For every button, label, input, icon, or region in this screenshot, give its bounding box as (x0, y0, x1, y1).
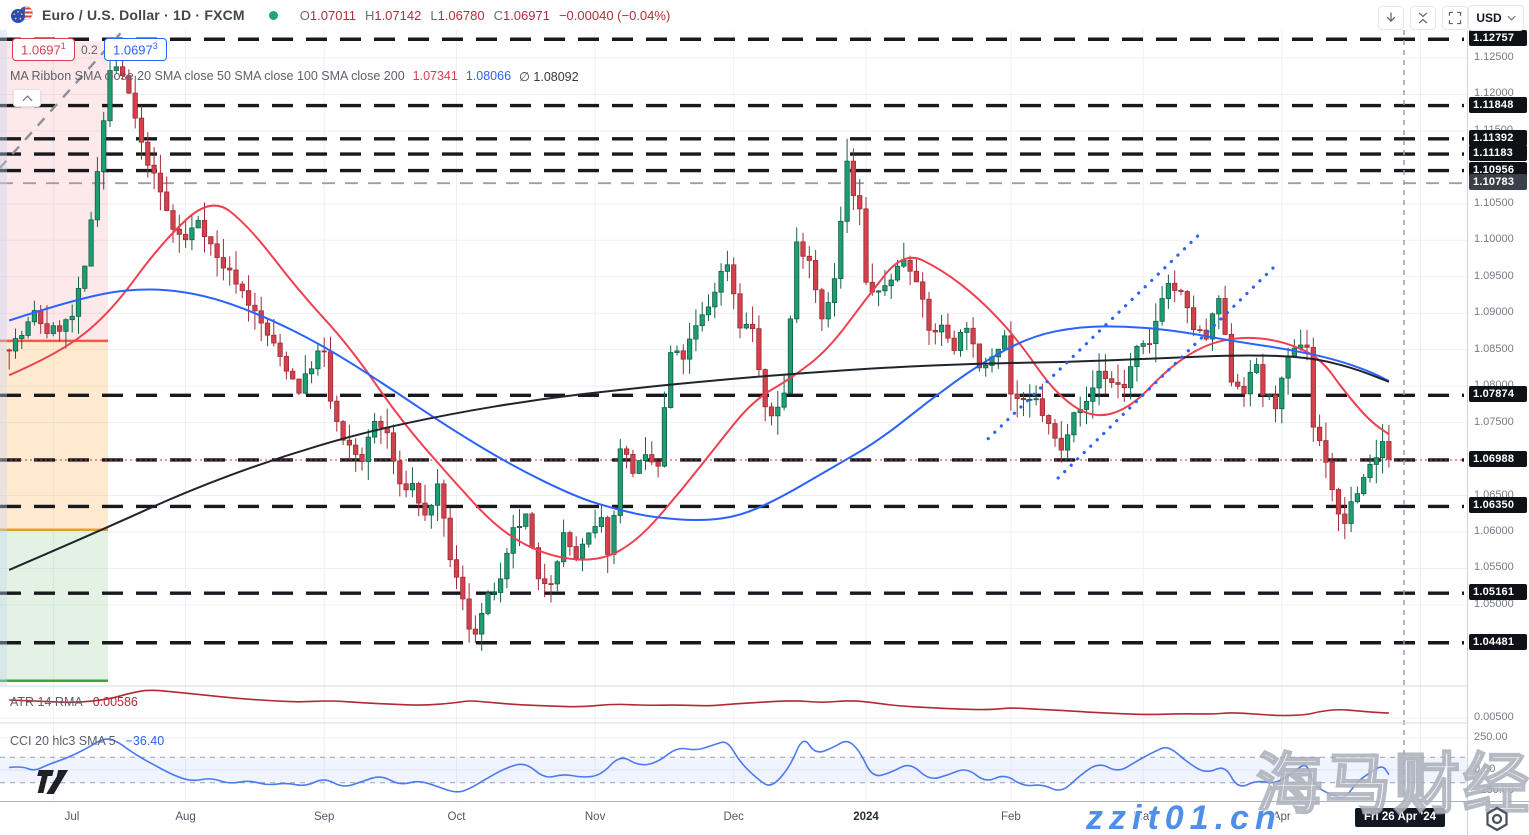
chart-header: Euro / U.S. Dollar · 1D · FXCM O1.07011 … (0, 0, 1529, 30)
caret-down-icon (1507, 15, 1516, 21)
x-axis-label: Oct (447, 811, 466, 823)
arrow-down-icon (1386, 12, 1396, 22)
price-level-badge: 1.11183 (1469, 145, 1527, 162)
change-value: −0.00040 (−0.04%) (558, 7, 671, 23)
high-value: 1.07142 (374, 7, 422, 23)
x-axis-label: Apr (1272, 811, 1291, 823)
collapse-panes-button[interactable] (1410, 6, 1436, 30)
x-axis-label: Feb (1000, 811, 1021, 823)
entry-price-label[interactable]: 1.06971 (12, 38, 75, 62)
price-level-badge: 1.10956 (1469, 161, 1527, 178)
maximize-pane-button[interactable] (1442, 6, 1468, 30)
chart-canvas[interactable] (0, 0, 1467, 801)
x-axis-label: Sep (313, 811, 335, 823)
x-axis-label: Nov (584, 811, 606, 823)
price-level-badge: 1.06350 (1469, 497, 1527, 514)
price-level-badge: 1.11392 (1469, 129, 1527, 146)
atr-axis-tick: 0.00500 (1474, 711, 1514, 723)
x-axis-label: Dec (723, 811, 744, 823)
y-axis-tick: 1.06000 (1474, 524, 1514, 537)
x-axis-label: Aug (175, 811, 196, 823)
symbol-title[interactable]: Euro / U.S. Dollar · 1D · FXCM (42, 7, 245, 23)
y-axis-tick: 1.12500 (1474, 51, 1514, 63)
tradingview-logo[interactable] (32, 769, 76, 800)
x-axis-label: 2024 (853, 811, 879, 823)
legend-collapse-button[interactable] (13, 89, 41, 107)
ma-ribbon-title: MA Ribbon SMA close 20 SMA close 50 SMA … (10, 69, 405, 83)
atr-value: 0.00586 (92, 695, 138, 709)
y-axis-tick: 1.12000 (1474, 87, 1514, 100)
pair-flags-icon (10, 6, 34, 24)
currency-unit-label: USD (1476, 11, 1502, 25)
domain-watermark: zzit01.cn (1086, 799, 1282, 835)
price-level-badge: 1.06988 (1469, 450, 1527, 467)
ma-ribbon-average: ∅ 1.08092 (519, 70, 579, 84)
hexagon-watermark-icon (1484, 806, 1510, 835)
y-axis-tick: 1.07500 (1474, 415, 1514, 428)
chevron-up-icon (21, 94, 33, 101)
close-value: 1.06971 (502, 7, 550, 23)
time-axis[interactable]: Fri 26 Apr '24 Jul Aug Sep Oct Nov Dec 2024 Feb… (0, 801, 1529, 835)
cci-axis-tick: 250.00 (1474, 731, 1508, 743)
current-date-badge: Fri 26 Apr '24 (1355, 808, 1445, 827)
fullscreen-icon (1448, 11, 1462, 25)
ma-ribbon-value-1: 1.07341 (412, 69, 458, 83)
y-axis-tick: 1.09500 (1474, 269, 1514, 282)
low-value: 1.06780 (437, 7, 485, 23)
y-axis-tick: 1.10000 (1474, 233, 1514, 246)
atr-legend[interactable]: ATR 14 RMA 0.00586 (10, 695, 138, 709)
price-level-badge: 1.07874 (1469, 386, 1527, 403)
cci-axis-tick: −250.00 (1474, 784, 1515, 796)
price-level-badge: 1.11848 (1469, 96, 1527, 113)
cci-axis-tick: 0.00 (1474, 763, 1496, 775)
x-axis-label: Mar (1133, 811, 1154, 823)
ma-lines (8, 204, 1390, 571)
atr-pane (9, 689, 1389, 717)
scroll-to-recent-button[interactable] (1378, 6, 1404, 30)
target-price-label[interactable]: 1.06973 (104, 38, 167, 62)
cci-value: −36.40 (125, 734, 165, 748)
y-axis-tick: 1.10500 (1474, 196, 1514, 209)
price-level-badge: 1.10783 (1469, 174, 1527, 191)
y-axis-tick: 1.09000 (1474, 306, 1514, 319)
cci-title: CCI 20 hlc3 SMA 5 (10, 734, 116, 748)
cci-pane (0, 738, 1467, 799)
price-level-badge: 1.05161 (1469, 584, 1527, 601)
supply-demand-zones (0, 41, 108, 682)
ma-ribbon-legend[interactable]: MA Ribbon SMA close 20 SMA close 50 SMA … (10, 69, 579, 84)
price-level-badge: 1.04481 (1469, 633, 1527, 650)
ohlc-readout: O1.07011 H1.07142 L1.06780 C1.06971 −0.0… (299, 7, 671, 23)
cjk-watermark: 海马财经 (1255, 745, 1529, 824)
currency-unit-button[interactable]: USD (1468, 5, 1524, 31)
y-axis-tick: 1.05500 (1474, 561, 1514, 574)
open-value: 1.07011 (309, 7, 356, 23)
price-level-badge: 1.12757 (1469, 30, 1527, 47)
market-status-dot[interactable] (268, 10, 278, 20)
y-axis-tick: 1.08500 (1474, 342, 1514, 355)
y-axis-tick: 1.05000 (1474, 597, 1514, 610)
collapse-vertical-icon (1418, 12, 1428, 24)
risk-ratio-label[interactable]: 0.2 (81, 43, 98, 57)
left-edge-strip (0, 30, 7, 686)
atr-title: ATR 14 RMA (10, 695, 83, 709)
x-axis-label: Jul (64, 811, 80, 823)
ma-ribbon-value-2: 1.08066 (465, 69, 512, 83)
cci-legend[interactable]: CCI 20 hlc3 SMA 5 −36.40 (10, 734, 164, 748)
price-axis[interactable]: 1.125001.120001.115001.105001.100001.095… (1467, 0, 1529, 801)
